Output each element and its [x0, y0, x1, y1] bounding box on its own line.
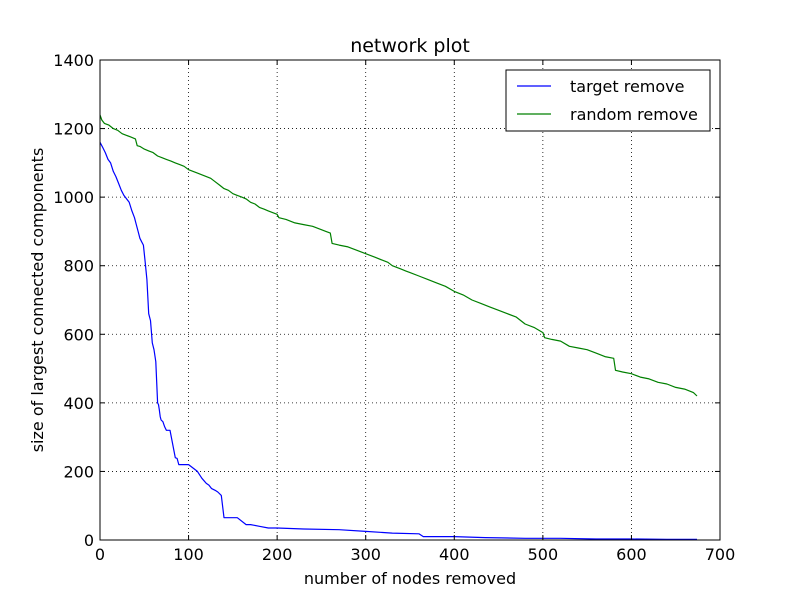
legend-label-target: target remove	[570, 77, 685, 96]
legend-label-random: random remove	[570, 105, 698, 124]
legend-box	[505, 69, 711, 132]
y-tick-label: 0	[84, 531, 94, 550]
legend: target remove random remove	[505, 69, 711, 132]
x-tick-label: 100	[173, 545, 204, 564]
x-tick-label: 600	[616, 545, 647, 564]
series-line-1	[99, 114, 698, 397]
y-tick-label: 600	[63, 325, 94, 344]
x-tick-label: 500	[528, 545, 559, 564]
y-tick-label: 200	[63, 462, 94, 481]
y-tick-label: 1000	[53, 188, 94, 207]
ticks: 0 100 200 300 400 500 600 700 0 200 400 600 800 1000 1…	[53, 51, 735, 564]
x-tick-label: 400	[439, 545, 470, 564]
plot-frame	[99, 59, 721, 541]
x-tick-label: 200	[262, 545, 293, 564]
x-tick-label: 0	[95, 545, 105, 564]
y-axis-label: size of largest connected components	[28, 148, 47, 453]
series-layer	[99, 114, 698, 540]
chart-title: network plot	[350, 35, 470, 57]
x-axis-label: number of nodes removed	[304, 569, 516, 588]
y-tick-label: 1200	[53, 120, 94, 139]
x-tick-label: 700	[705, 545, 736, 564]
series-line-0	[99, 142, 697, 540]
y-tick-label: 400	[63, 394, 94, 413]
y-tick-label: 800	[63, 257, 94, 276]
y-tick-label: 1400	[53, 51, 94, 70]
x-tick-label: 300	[350, 545, 381, 564]
